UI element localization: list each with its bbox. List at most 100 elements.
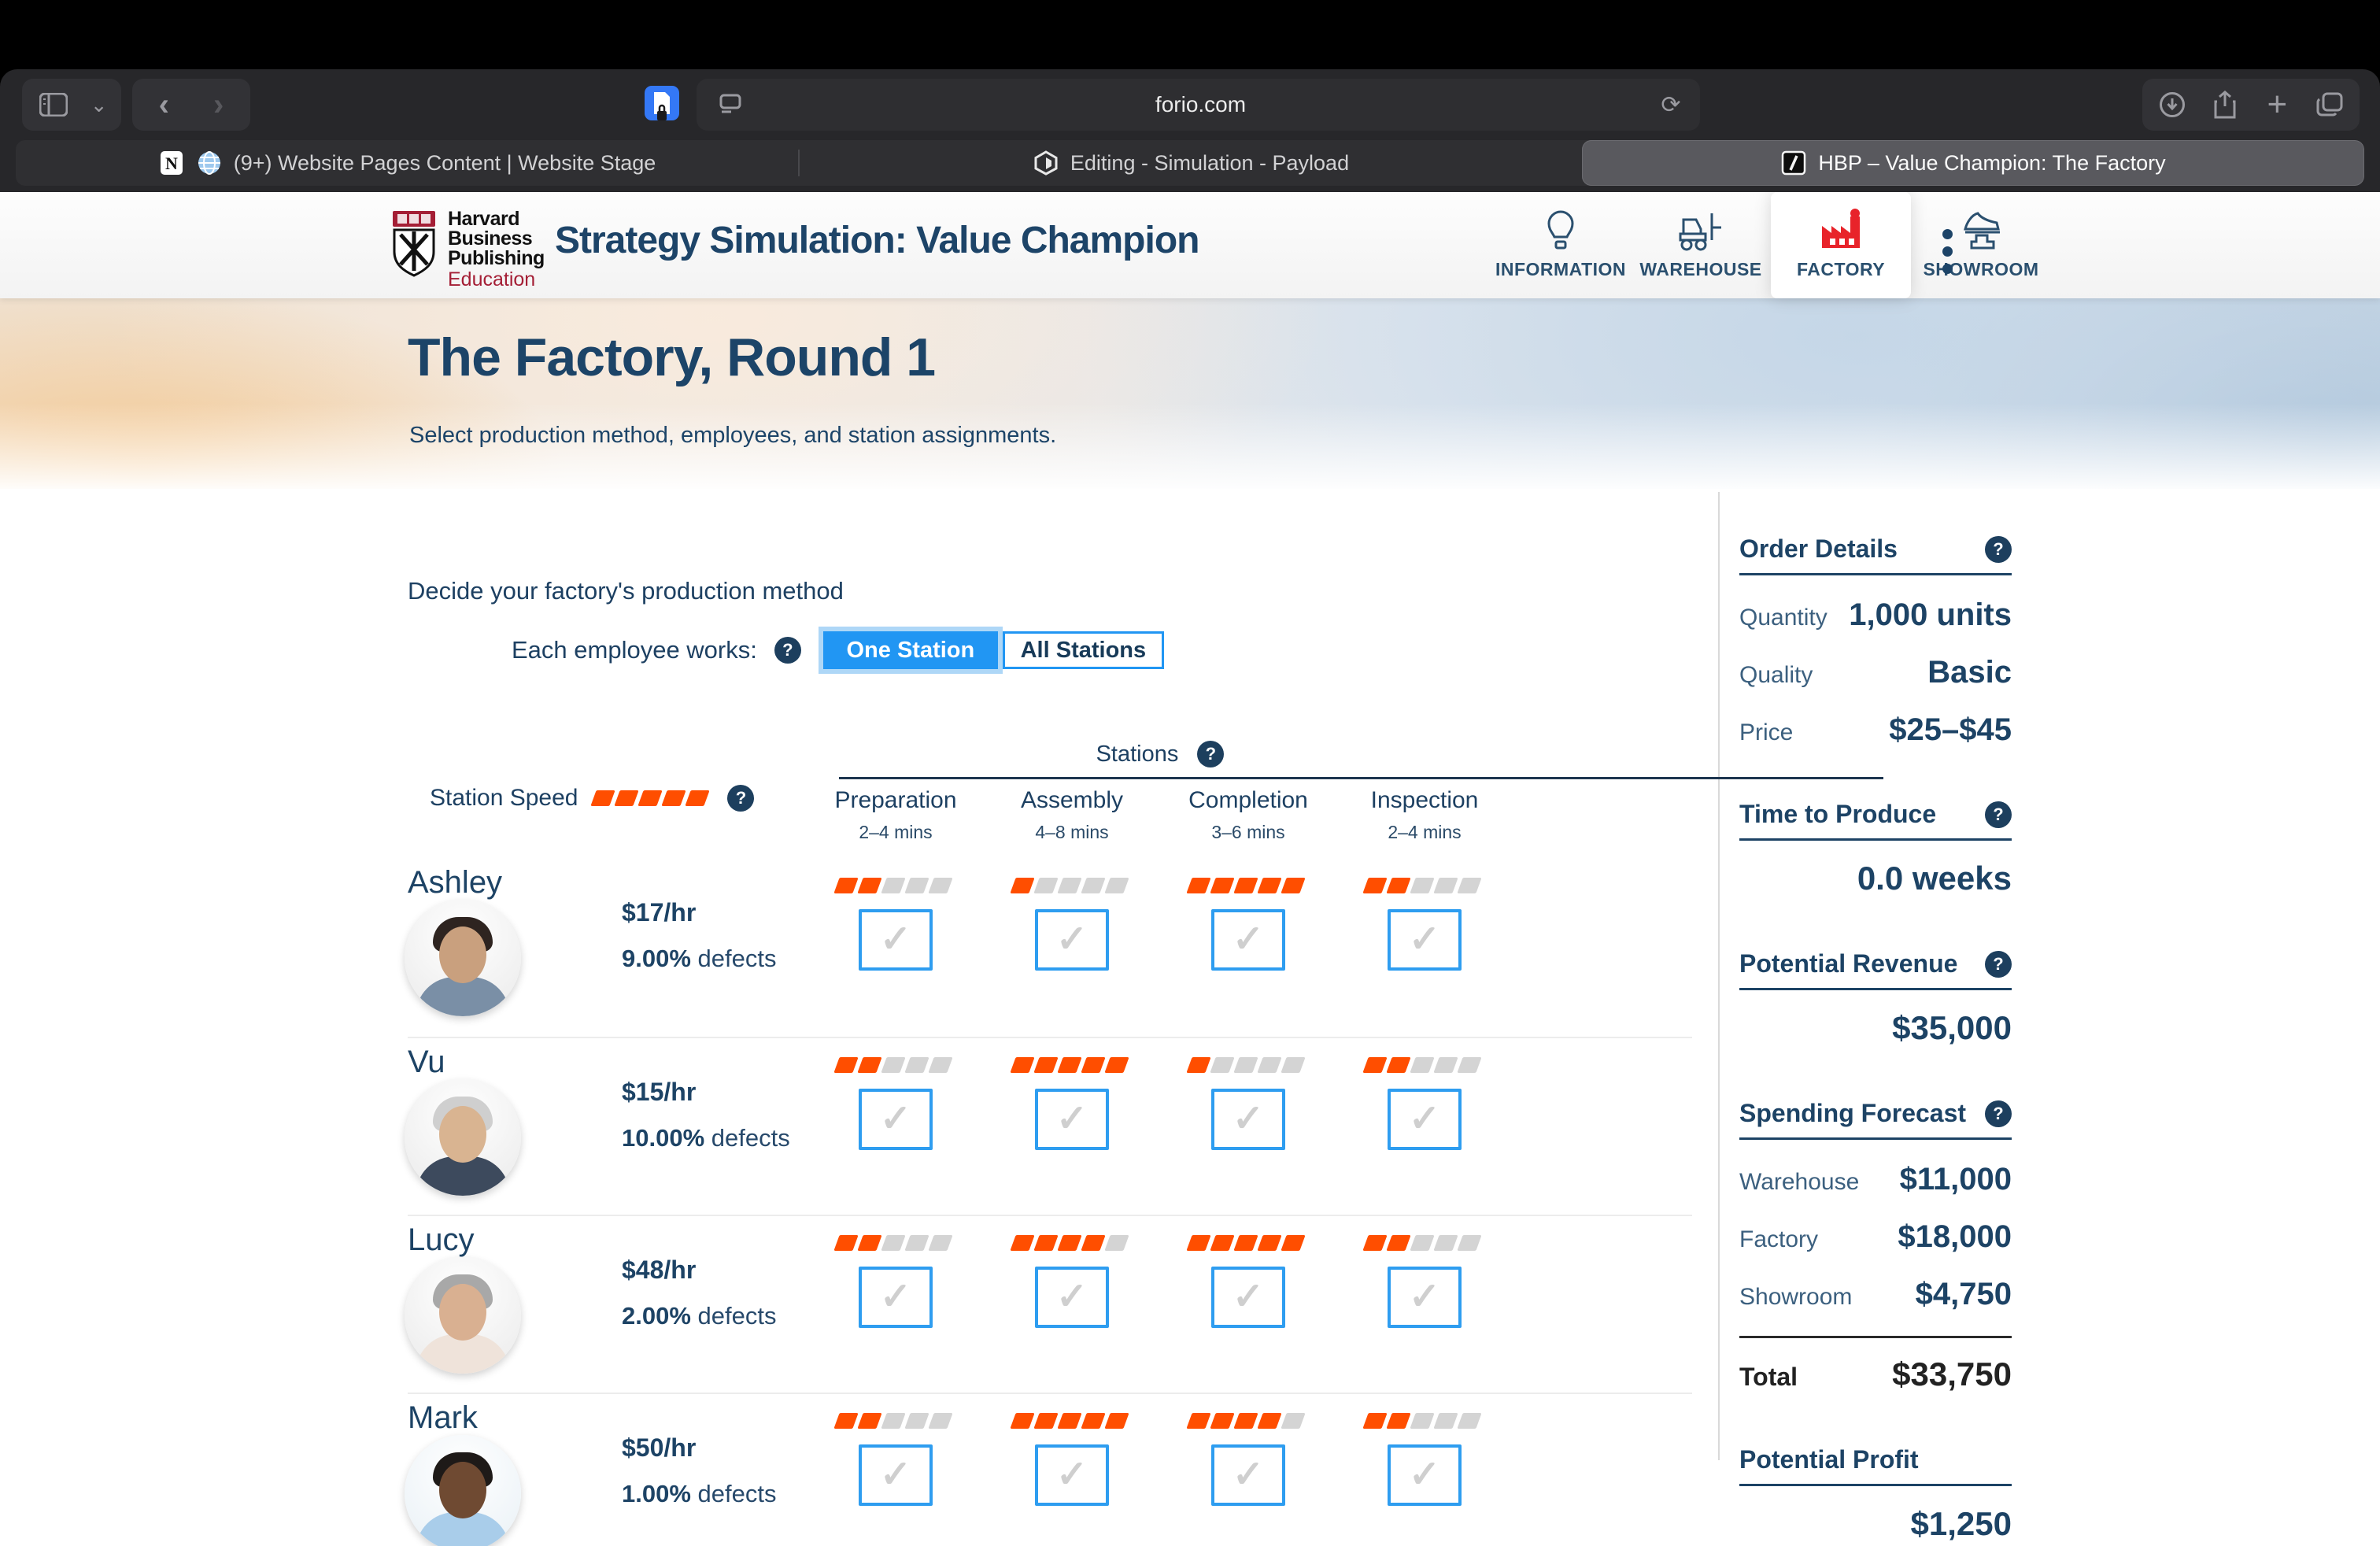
speed-segment-filled <box>1104 1057 1129 1073</box>
speed-segment-filled <box>857 1413 882 1429</box>
nav-information[interactable]: INFORMATION <box>1491 192 1631 298</box>
speed-segment-empty <box>1104 878 1129 893</box>
svg-text:N: N <box>165 153 178 173</box>
tab-bar: N (9+) Website Pages Content | Website S… <box>0 140 2380 192</box>
stations-rule <box>839 777 1883 779</box>
speed-segment-empty <box>881 1235 906 1251</box>
station-columns: Preparation 2–4 mins Assembly 4–8 mins Compl… <box>808 787 1513 843</box>
speed-segment-filled <box>1033 1057 1059 1073</box>
employee-name: Vu <box>408 1045 445 1079</box>
speed-segment-empty <box>1281 1057 1306 1073</box>
address-bar[interactable]: forio.com ⟳ <box>697 79 1700 131</box>
summary-value: 1,000 units <box>1849 597 2012 632</box>
tab-website-pages[interactable]: N (9+) Website Pages Content | Website S… <box>16 140 798 186</box>
sidebar-toggle-icon[interactable] <box>31 82 76 128</box>
section-title: Potential Revenue <box>1739 949 1958 978</box>
speed-segment-empty <box>1433 1057 1458 1073</box>
back-button[interactable]: ‹ <box>158 87 169 122</box>
speed-segment-filled <box>1362 1413 1388 1429</box>
station-checkbox[interactable]: ✓ <box>1211 1444 1285 1506</box>
tab-overview-button[interactable] <box>2307 82 2352 128</box>
speed-segment-filled <box>1233 1413 1258 1429</box>
summary-sidebar: Order Details ? Quantity 1,000 units Quali… <box>1739 489 2012 1543</box>
reload-icon[interactable]: ⟳ <box>1661 91 1681 118</box>
station-checkbox[interactable]: ✓ <box>1388 1089 1462 1150</box>
nav-showroom[interactable]: SHOWROOM <box>1911 192 2051 298</box>
history-nav-group: ‹ › <box>132 79 250 131</box>
station-checkbox[interactable]: ✓ <box>1035 1267 1109 1328</box>
chevron-down-icon[interactable]: ⌄ <box>90 92 108 117</box>
extension-lock-icon <box>645 86 679 120</box>
app-title: Strategy Simulation: Value Champion <box>555 220 1199 261</box>
time-to-produce-section: Time to Produce ? 0.0 weeks <box>1739 800 2012 897</box>
share-button[interactable] <box>2202 82 2248 128</box>
site-header: Harvard Business Publishing Education St… <box>0 192 2380 298</box>
station-checkbox[interactable]: ✓ <box>1388 1444 1462 1506</box>
page-settings-icon[interactable] <box>708 82 753 128</box>
station-checkbox[interactable]: ✓ <box>859 909 933 971</box>
speed-segment-empty <box>928 878 953 893</box>
tab-hbp-value-champion[interactable]: HBP – Value Champion: The Factory <box>1582 140 2364 186</box>
station-time-range: 2–4 mins <box>859 822 933 842</box>
help-icon[interactable]: ? <box>727 785 755 812</box>
employee-rate: $17/hr <box>622 898 697 926</box>
new-tab-button[interactable]: + <box>2267 85 2288 124</box>
one-station-button[interactable]: One Station <box>822 631 998 669</box>
station-cell-completion: ✓ <box>1160 1394 1336 1546</box>
station-checkbox[interactable]: ✓ <box>859 1089 933 1150</box>
station-cell-assembly: ✓ <box>984 1216 1160 1393</box>
hbp-shield-icon <box>393 211 435 277</box>
help-icon[interactable]: ? <box>1197 741 1225 767</box>
station-checkbox[interactable]: ✓ <box>859 1444 933 1506</box>
help-icon[interactable]: ? <box>1985 1100 2012 1127</box>
summary-value: Basic <box>1927 655 2012 690</box>
station-checkbox[interactable]: ✓ <box>1035 909 1109 971</box>
station-checkbox[interactable]: ✓ <box>1211 1267 1285 1328</box>
speed-segment-empty <box>904 1057 929 1073</box>
tab-payload-editing[interactable]: Editing - Simulation - Payload <box>800 140 1582 186</box>
station-checkbox[interactable]: ✓ <box>1388 1267 1462 1328</box>
speed-segment-filled <box>833 878 859 893</box>
all-stations-button[interactable]: All Stations <box>1002 631 1164 669</box>
help-icon[interactable]: ? <box>774 637 801 664</box>
help-icon[interactable]: ? <box>1985 801 2012 828</box>
help-icon[interactable]: ? <box>1985 950 2012 978</box>
speed-segment-filled <box>1033 1413 1059 1429</box>
speed-segment-empty <box>904 1235 929 1251</box>
summary-row-quantity: Quantity 1,000 units <box>1739 597 2012 633</box>
employee-name: Mark <box>408 1400 478 1435</box>
content: Decide your factory's production method … <box>0 489 2380 1546</box>
forward-button[interactable]: › <box>213 87 224 122</box>
speed-segment-filled <box>1362 1057 1388 1073</box>
station-checkbox[interactable]: ✓ <box>1388 909 1462 971</box>
station-cell-preparation: ✓ <box>808 859 984 1037</box>
avatar-face <box>439 1106 486 1163</box>
tab-separator <box>798 150 800 176</box>
speed-segment-filled <box>833 1235 859 1251</box>
nav-factory[interactable]: FACTORY <box>1771 192 1911 298</box>
station-checkbox[interactable]: ✓ <box>859 1267 933 1328</box>
station-cell-preparation: ✓ <box>808 1394 984 1546</box>
employee-rate: $15/hr <box>622 1078 697 1106</box>
station-time-range: 3–6 mins <box>1211 822 1285 842</box>
toggle-label: Each employee works: <box>512 636 757 664</box>
url-text[interactable]: forio.com <box>1155 92 1247 117</box>
page: Harvard Business Publishing Education St… <box>0 192 2380 1546</box>
station-cell-assembly: ✓ <box>984 1394 1160 1546</box>
speed-segment-filled <box>1386 1413 1411 1429</box>
station-checkbox[interactable]: ✓ <box>1035 1444 1109 1506</box>
order-details-section: Order Details ? Quantity 1,000 units Quali… <box>1739 534 2012 748</box>
station-checkbox[interactable]: ✓ <box>1211 1089 1285 1150</box>
station-checkbox[interactable]: ✓ <box>1035 1089 1109 1150</box>
nav-warehouse[interactable]: WAREHOUSE <box>1631 192 1771 298</box>
help-icon[interactable]: ? <box>1985 535 2012 563</box>
extension-button[interactable] <box>639 82 685 128</box>
station-checkbox[interactable]: ✓ <box>1211 909 1285 971</box>
downloads-button[interactable] <box>2149 82 2195 128</box>
checkmark-icon: ✓ <box>1232 1276 1265 1318</box>
employee-stats: $15/hr 10.00% defects <box>622 1038 808 1215</box>
kebab-menu-icon[interactable] <box>1939 222 1955 281</box>
total-label: Total <box>1739 1363 1798 1391</box>
speed-segment-empty <box>1457 1057 1482 1073</box>
speed-segment-filled <box>1386 878 1411 893</box>
